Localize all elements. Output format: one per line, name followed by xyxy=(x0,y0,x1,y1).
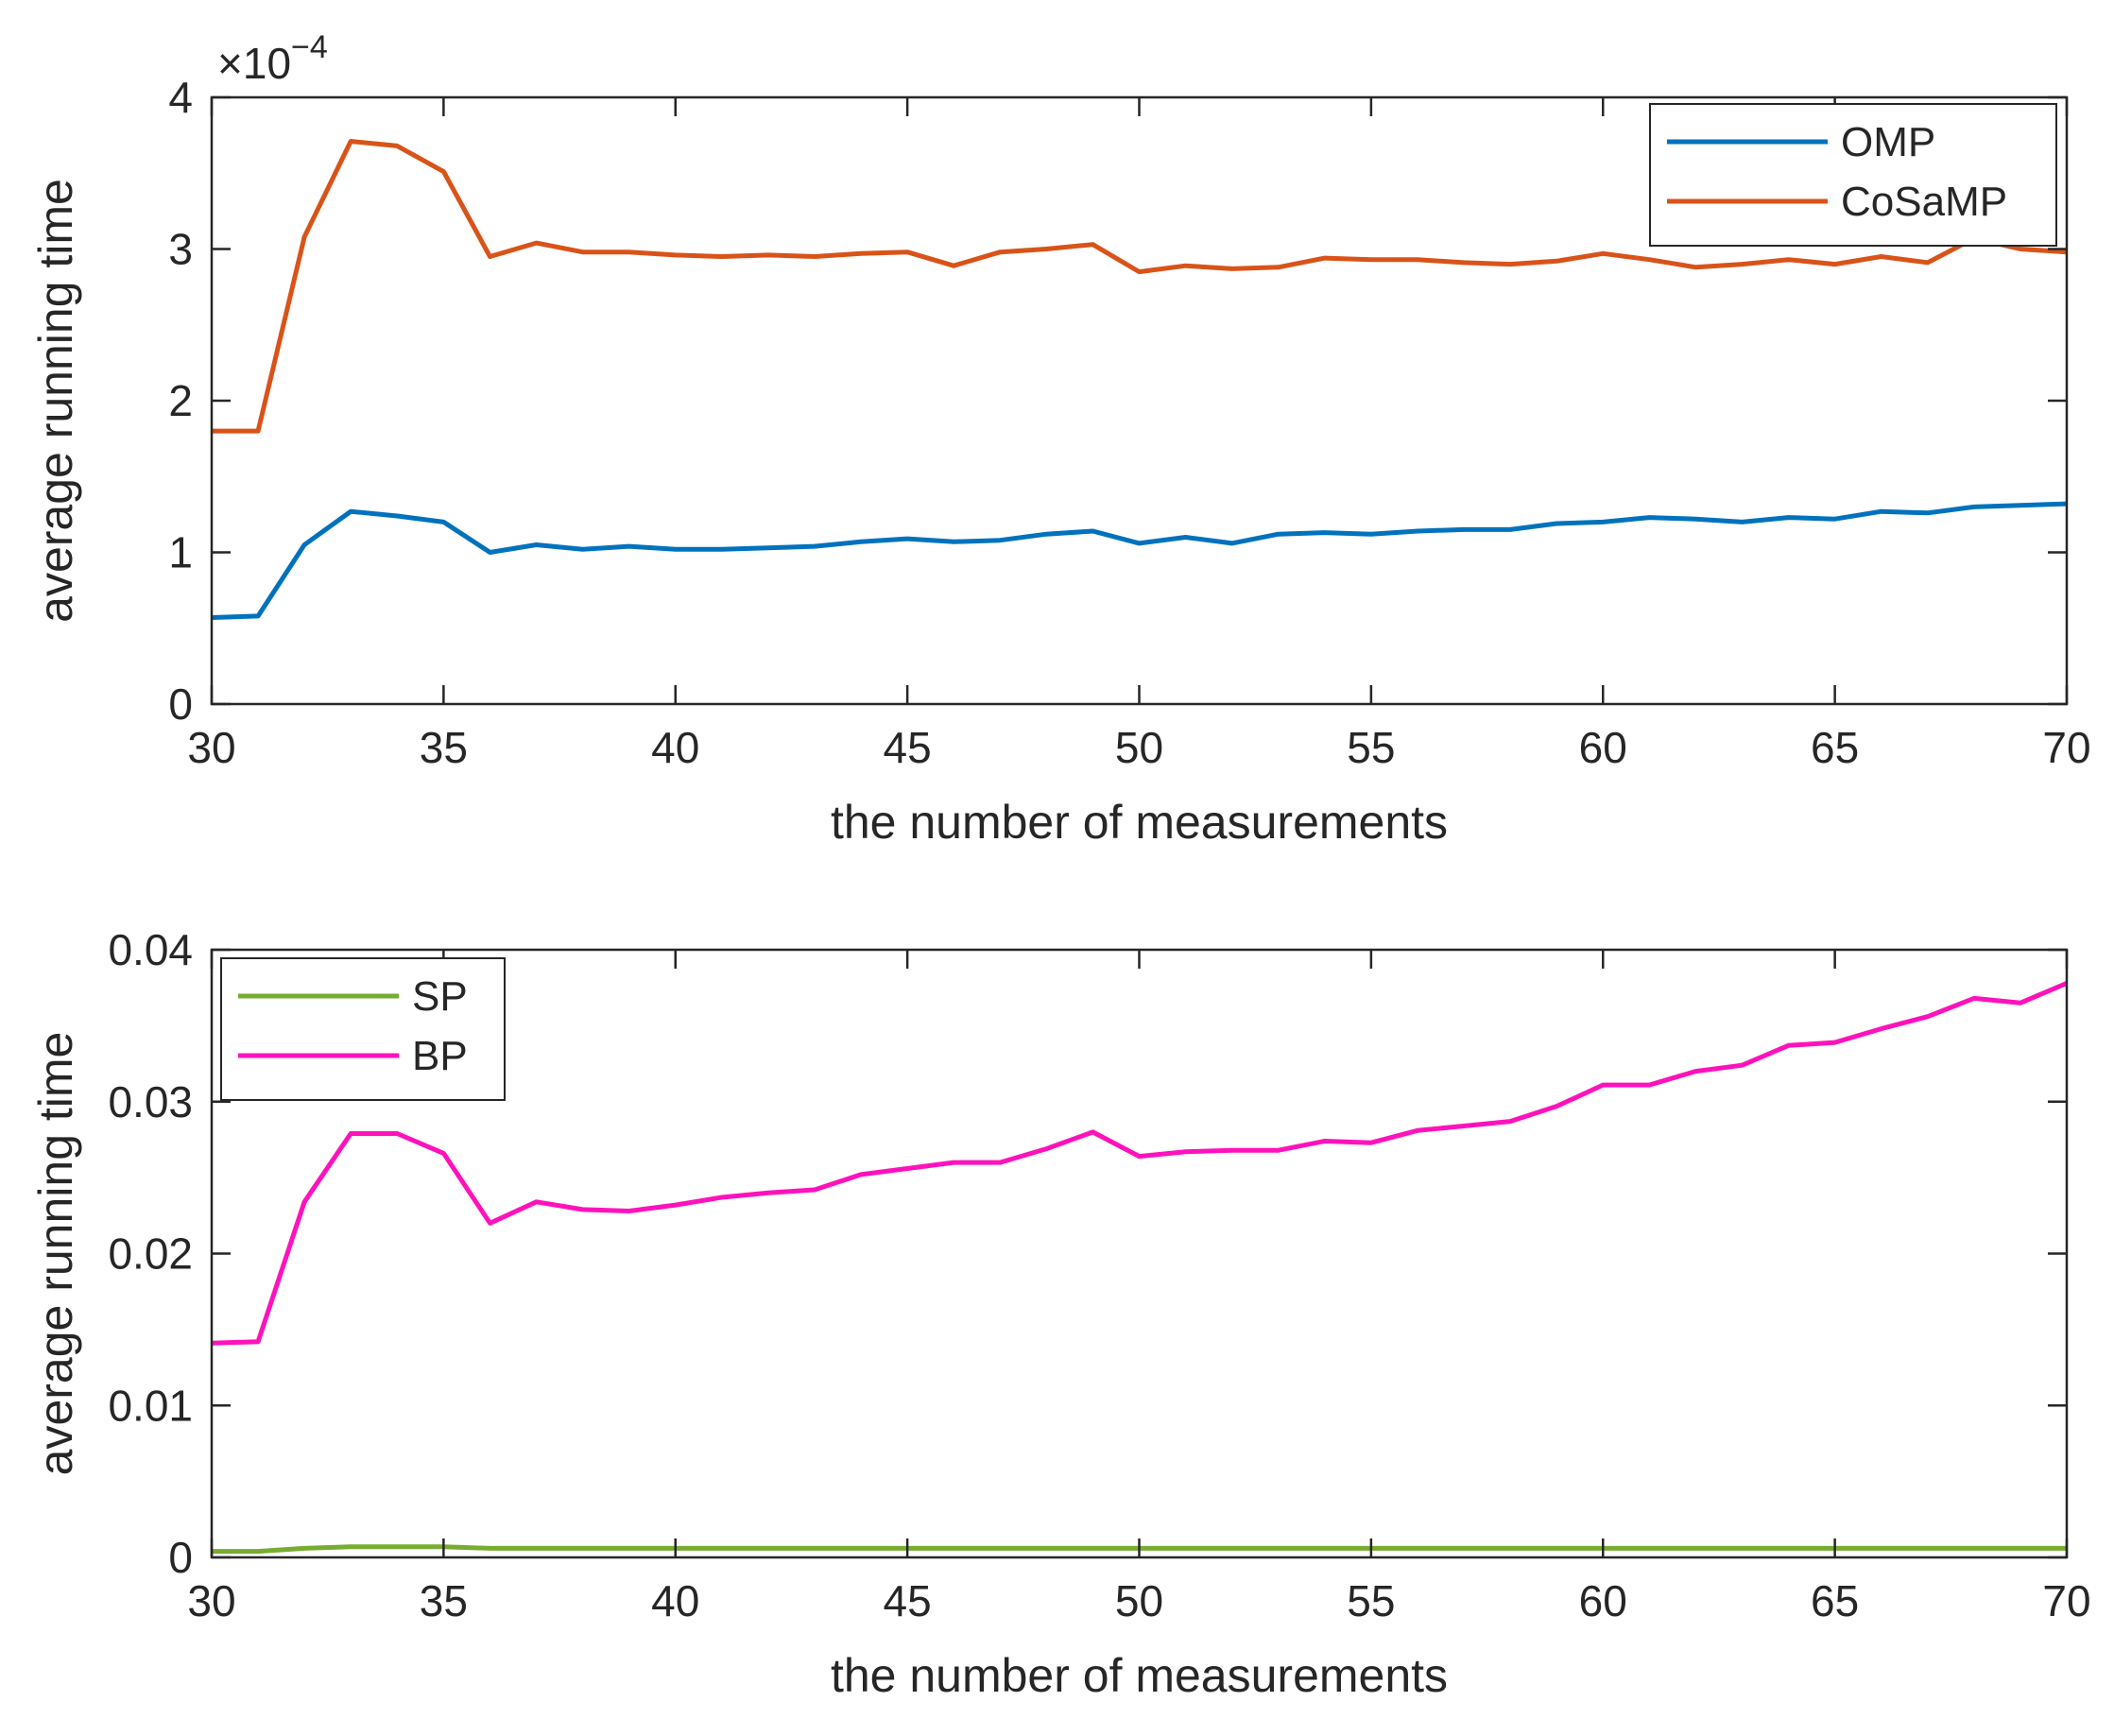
x-tick-label: 70 xyxy=(2042,723,2090,772)
legend: SP BP xyxy=(220,957,506,1101)
y-tick-label: 1 xyxy=(168,528,193,577)
y-scale-multiplier: ×10−4 xyxy=(217,29,328,88)
y-tick-label: 0 xyxy=(168,679,193,729)
legend-label-bp: BP xyxy=(412,1033,468,1079)
x-tick-label: 65 xyxy=(1811,1576,1859,1625)
x-tick-label: 35 xyxy=(420,723,468,772)
y-tick-label: 0.01 xyxy=(108,1381,193,1430)
y-tick-label: 2 xyxy=(168,376,193,425)
x-tick-label: 40 xyxy=(651,723,699,772)
legend-box xyxy=(220,957,506,1101)
legend: OMP CoSaMP xyxy=(1649,103,2057,247)
x-tick-label: 65 xyxy=(1811,723,1859,772)
x-tick-label: 55 xyxy=(1347,1576,1395,1625)
series-line-bp xyxy=(211,981,2068,1346)
x-tick-label: 60 xyxy=(1579,723,1627,772)
y-tick-label: 0.03 xyxy=(108,1077,193,1126)
legend-label-omp: OMP xyxy=(1841,119,1935,165)
y-tick-label: 3 xyxy=(168,225,193,274)
x-tick-label: 35 xyxy=(420,1576,468,1625)
x-axis-label: the number of measurements xyxy=(831,796,1448,849)
y-tick-label: 4 xyxy=(168,73,193,122)
series-line-omp xyxy=(211,501,2068,620)
y-tick-label: 0.04 xyxy=(108,925,193,974)
chart-panel-2: 30 35 40 45 50 55 60 65 70 0 0.01 0.02 0.03 0.04 the n… xyxy=(29,925,2091,1702)
x-tick-label: 45 xyxy=(884,723,932,772)
y-scale-exponent: −4 xyxy=(291,29,328,65)
x-tick-label: 45 xyxy=(884,1576,932,1625)
legend-box xyxy=(1649,103,2057,247)
series-line-cosamp xyxy=(212,139,2068,434)
y-tick-label: 0 xyxy=(168,1533,193,1582)
y-axis-label: average running time xyxy=(29,1032,82,1476)
x-tick-label: 30 xyxy=(187,723,235,772)
x-tick-label: 30 xyxy=(187,1576,235,1625)
y-tick-label: 0.02 xyxy=(108,1229,193,1279)
x-axis-label: the number of measurements xyxy=(831,1649,1448,1702)
x-tick-label: 55 xyxy=(1347,723,1395,772)
x-tick-label: 70 xyxy=(2042,1576,2090,1625)
chart-panel-1: 30 35 40 45 50 55 60 65 70 0 1 2 3 4 ×10−4 the number o… xyxy=(29,29,2091,849)
y-axis-label: average running time xyxy=(29,179,82,623)
x-tick-label: 60 xyxy=(1579,1576,1627,1625)
legend-label-sp: SP xyxy=(412,973,468,1020)
x-tick-label: 50 xyxy=(1115,723,1163,772)
legend-label-cosamp: CoSaMP xyxy=(1841,179,2007,225)
y-scale-base: ×10 xyxy=(217,39,291,88)
x-tick-label: 40 xyxy=(651,1576,699,1625)
x-tick-label: 50 xyxy=(1115,1576,1163,1625)
